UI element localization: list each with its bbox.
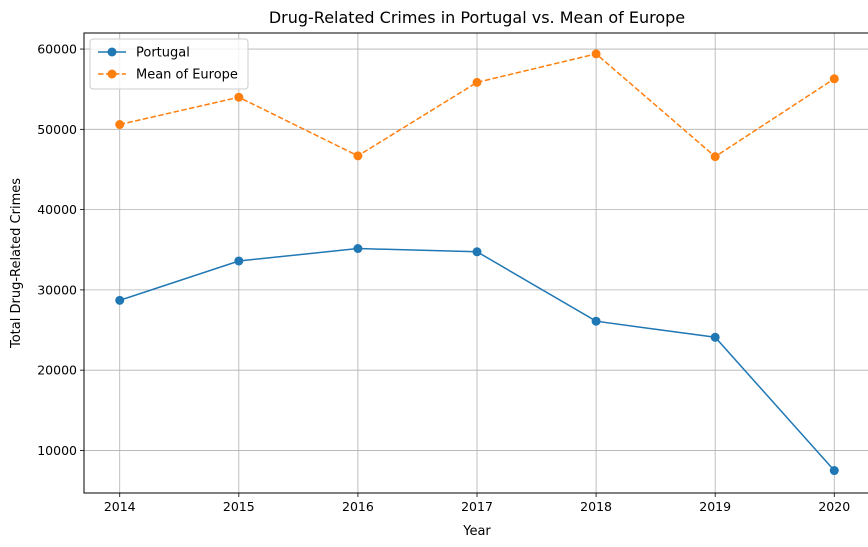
data-point-portugal <box>115 295 125 305</box>
data-point-mean-of-europe <box>710 152 720 162</box>
data-point-portugal <box>710 332 720 342</box>
data-point-mean-of-europe <box>353 151 363 161</box>
y-axis-label: Total Drug-Related Crimes <box>9 178 24 349</box>
data-point-portugal <box>353 244 363 254</box>
y-tick-label: 60000 <box>37 42 77 57</box>
data-point-mean-of-europe <box>115 120 125 130</box>
x-axis-label: Year <box>462 524 491 539</box>
data-point-mean-of-europe <box>829 74 839 84</box>
legend-marker-portugal <box>107 47 117 57</box>
legend-label-portugal: Portugal <box>136 46 190 61</box>
chart-title: Drug-Related Crimes in Portugal vs. Mean… <box>269 8 685 27</box>
x-tick-label: 2015 <box>223 499 255 514</box>
legend: Portugal Mean of Europe <box>89 38 249 90</box>
data-point-portugal <box>472 247 482 257</box>
x-axis: 2014 2015 2016 2017 2018 2019 2020 <box>104 493 850 514</box>
legend-frame <box>89 38 249 90</box>
series-layer <box>115 49 839 476</box>
data-point-portugal <box>234 256 244 266</box>
x-tick-label: 2016 <box>342 499 374 514</box>
y-axis: 10000 20000 30000 40000 50000 60000 <box>37 42 84 458</box>
legend-marker-mean-of-europe <box>107 69 117 79</box>
data-point-mean-of-europe <box>472 77 482 87</box>
data-point-mean-of-europe <box>234 92 244 102</box>
x-tick-label: 2014 <box>104 499 136 514</box>
data-point-mean-of-europe <box>591 49 601 59</box>
y-tick-label: 40000 <box>37 202 77 217</box>
y-tick-label: 30000 <box>37 282 77 297</box>
data-point-portugal <box>591 316 601 326</box>
x-tick-label: 2018 <box>580 499 612 514</box>
y-tick-label: 20000 <box>37 363 77 378</box>
x-tick-label: 2017 <box>461 499 493 514</box>
x-tick-label: 2020 <box>818 499 850 514</box>
y-tick-label: 50000 <box>37 122 77 137</box>
x-tick-label: 2019 <box>699 499 731 514</box>
legend-label-mean-of-europe: Mean of Europe <box>136 68 238 83</box>
y-tick-label: 10000 <box>37 443 77 458</box>
data-point-portugal <box>829 466 839 476</box>
